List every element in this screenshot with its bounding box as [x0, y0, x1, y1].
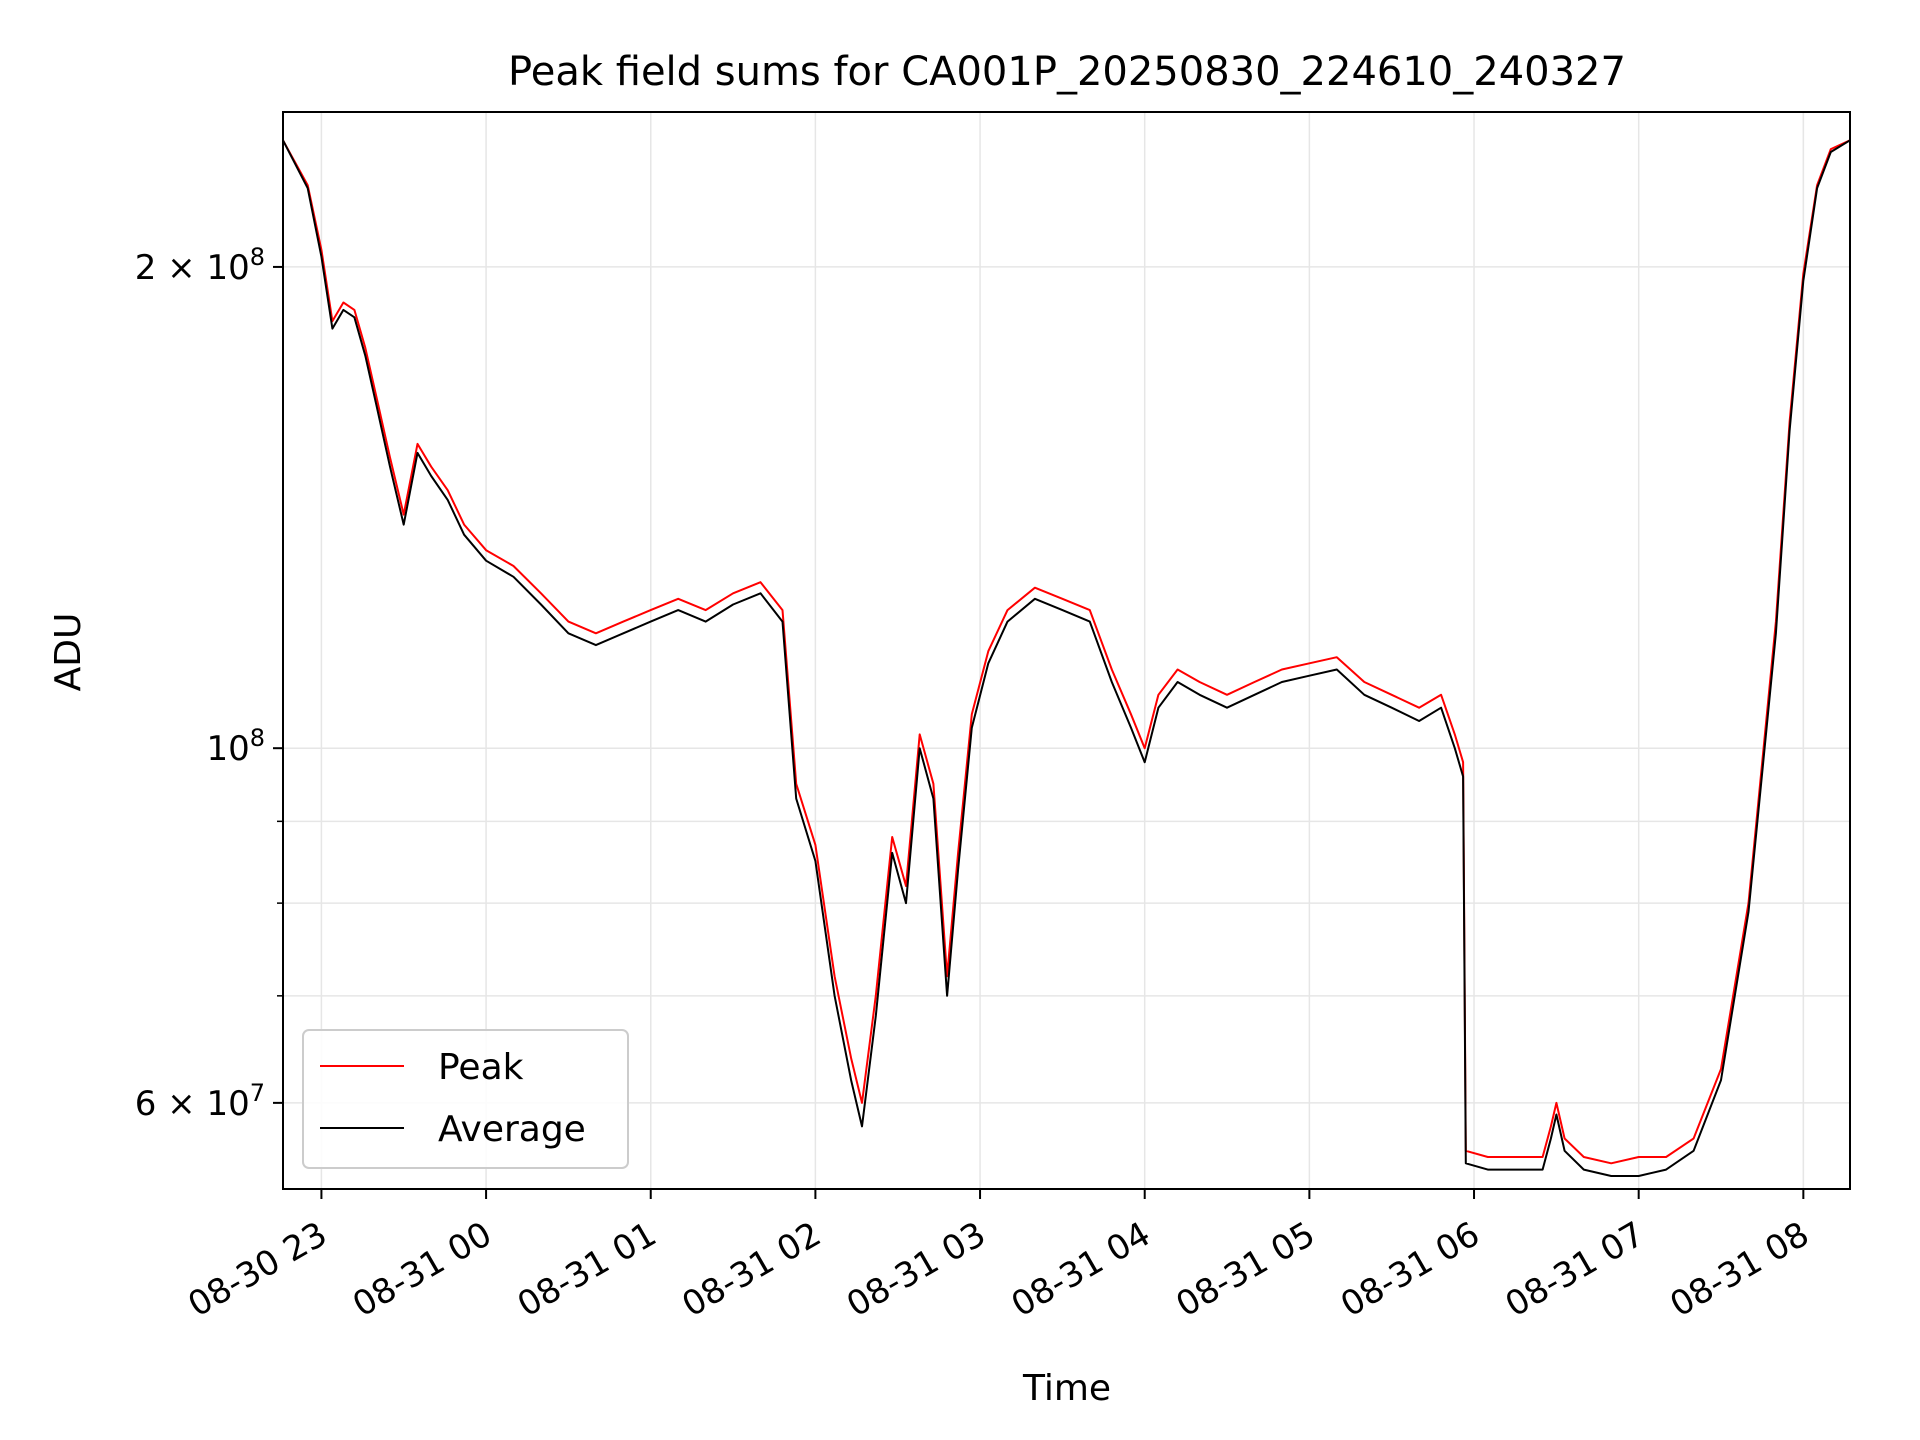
plot-frame [282, 111, 1851, 1190]
x-axis-label: Time [1022, 1368, 1111, 1409]
y-axis-label: ADU [48, 613, 89, 692]
legend-label-peak: Peak [438, 1047, 524, 1088]
series-layer [282, 139, 1851, 1177]
chart-title: Peak field sums for CA001P_20250830_2246… [508, 49, 1626, 95]
y-tick-label: 2 × 108 [135, 243, 265, 288]
y-tick-label: 6 × 107 [135, 1079, 265, 1124]
legend: Peak Average [302, 1029, 629, 1169]
legend-box [302, 1029, 629, 1169]
series-line-average [282, 139, 1851, 1177]
legend-label-average: Average [438, 1109, 586, 1150]
series-line-peak [282, 139, 1851, 1165]
grid [283, 112, 1850, 1189]
